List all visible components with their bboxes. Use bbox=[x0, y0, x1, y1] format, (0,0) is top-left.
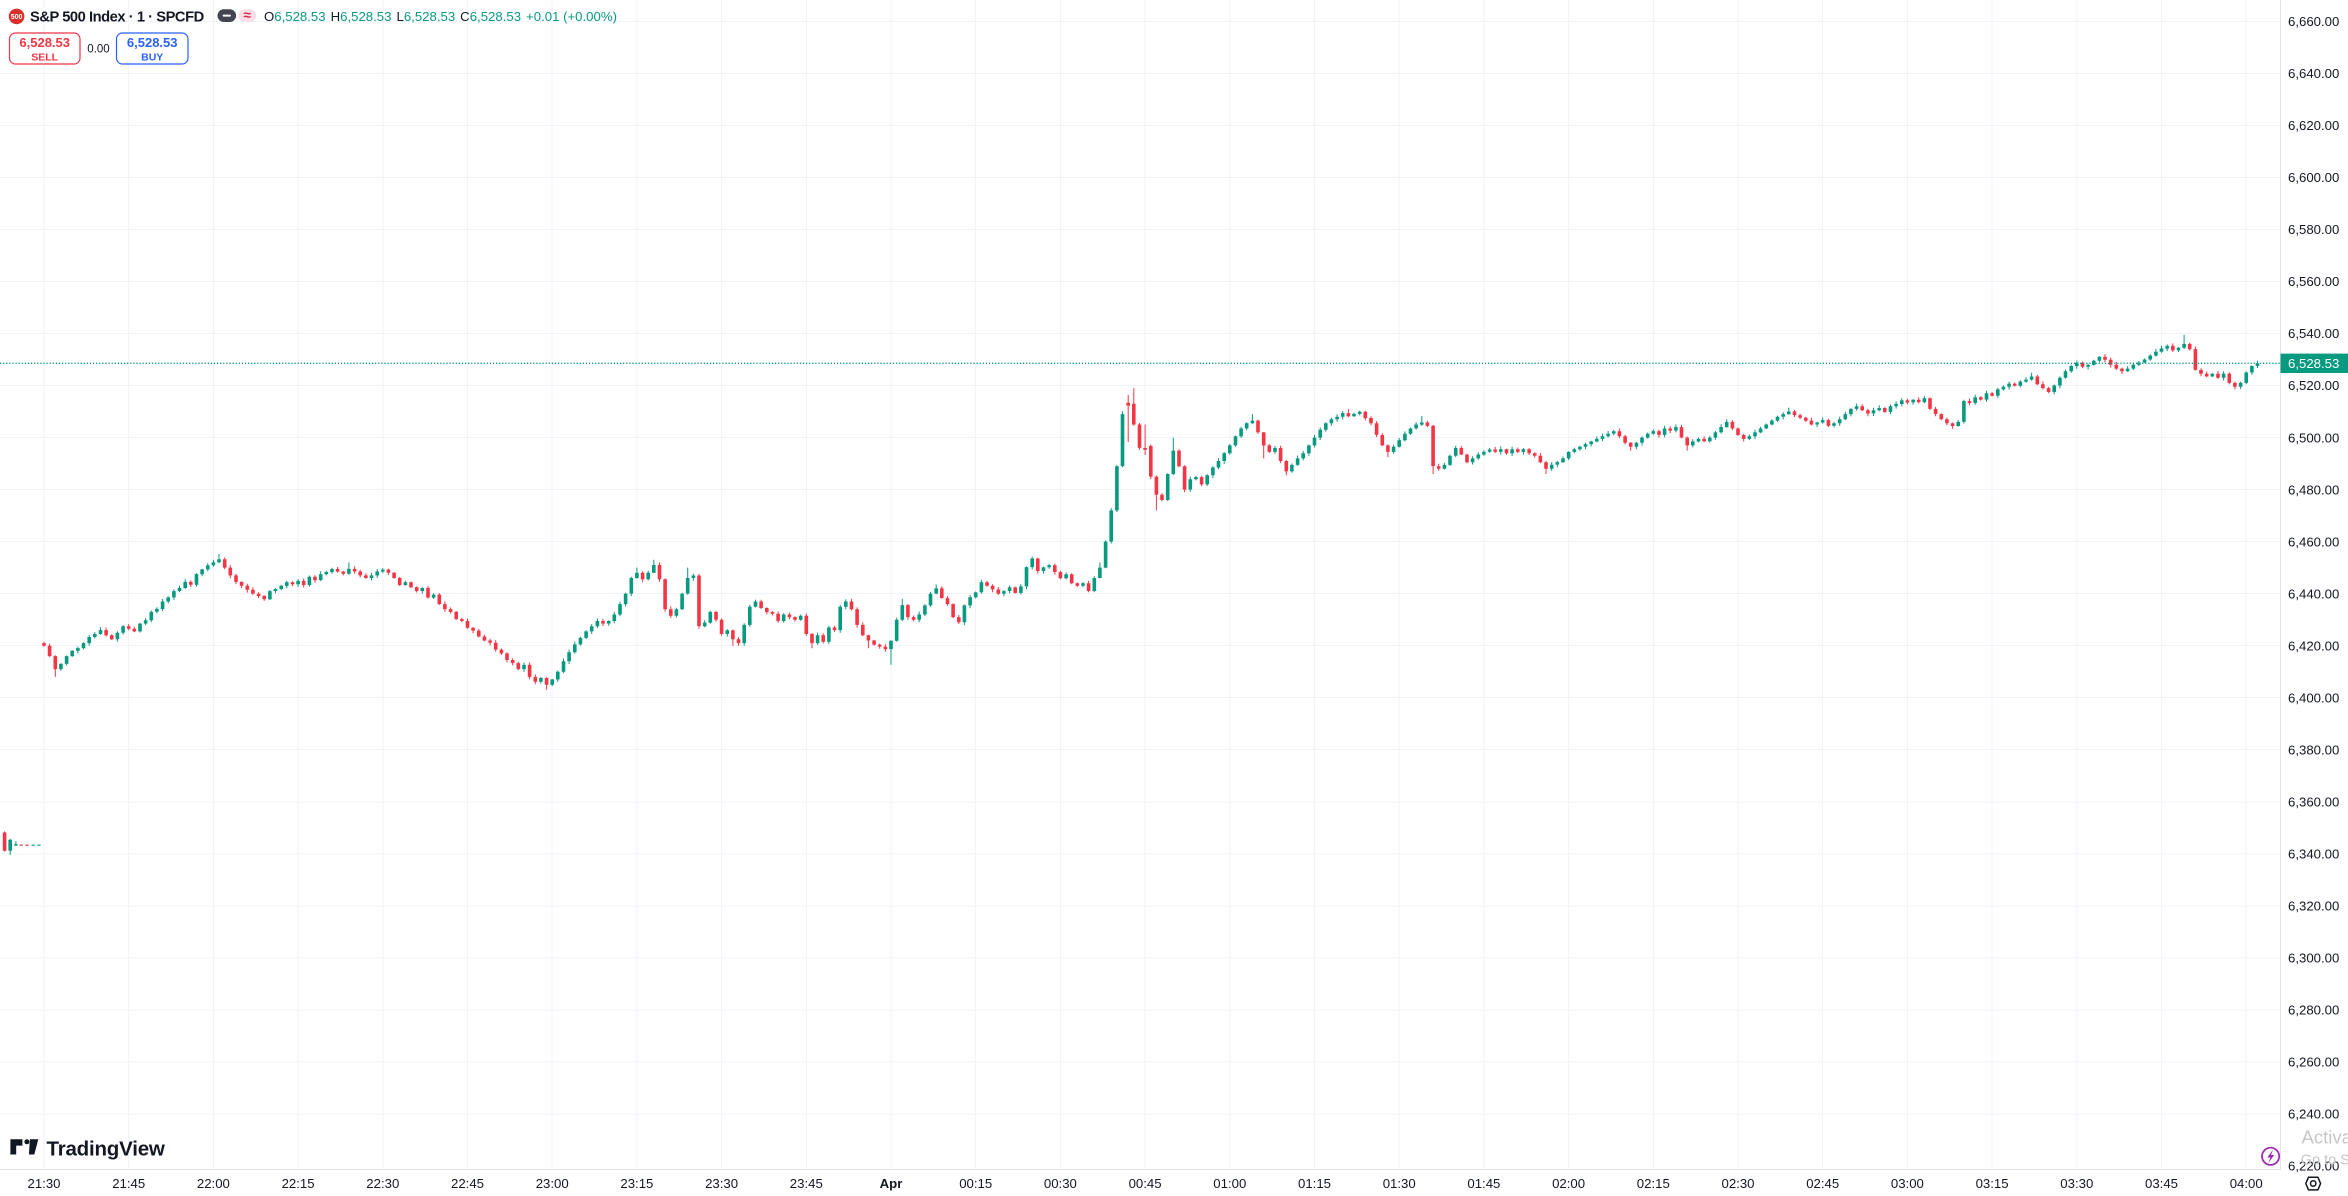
svg-text:6,580.00: 6,580.00 bbox=[2288, 222, 2339, 237]
svg-text:6,528.53: 6,528.53 bbox=[2288, 356, 2339, 371]
svg-text:6,220.00: 6,220.00 bbox=[2288, 1159, 2339, 1174]
svg-text:6,528.53: 6,528.53 bbox=[19, 35, 70, 50]
svg-text:6,460.00: 6,460.00 bbox=[2288, 534, 2339, 549]
svg-text:500: 500 bbox=[11, 14, 23, 21]
svg-text:02:15: 02:15 bbox=[1637, 1176, 1670, 1191]
svg-text:00:30: 00:30 bbox=[1044, 1176, 1077, 1191]
svg-text:21:45: 21:45 bbox=[112, 1176, 145, 1191]
svg-text:23:30: 23:30 bbox=[705, 1176, 738, 1191]
svg-text:00:15: 00:15 bbox=[959, 1176, 992, 1191]
svg-text:01:00: 01:00 bbox=[1213, 1176, 1246, 1191]
svg-text:6,560.00: 6,560.00 bbox=[2288, 274, 2339, 289]
svg-text:6,540.00: 6,540.00 bbox=[2288, 326, 2339, 341]
svg-text:0.00: 0.00 bbox=[87, 44, 109, 56]
svg-text:6,520.00: 6,520.00 bbox=[2288, 378, 2339, 393]
svg-text:6,640.00: 6,640.00 bbox=[2288, 66, 2339, 81]
svg-text:BUY: BUY bbox=[141, 52, 163, 64]
svg-text:6,400.00: 6,400.00 bbox=[2288, 690, 2339, 705]
svg-text:23:00: 23:00 bbox=[536, 1176, 569, 1191]
svg-text:6,360.00: 6,360.00 bbox=[2288, 795, 2339, 810]
svg-text:03:30: 03:30 bbox=[2060, 1176, 2093, 1191]
svg-text:6,340.00: 6,340.00 bbox=[2288, 847, 2339, 862]
svg-text:22:30: 22:30 bbox=[366, 1176, 399, 1191]
svg-text:S&P 500 Index · 1 · SPCFD: S&P 500 Index · 1 · SPCFD bbox=[30, 10, 204, 26]
svg-text:6,420.00: 6,420.00 bbox=[2288, 638, 2339, 653]
svg-text:03:00: 03:00 bbox=[1891, 1176, 1924, 1191]
svg-text:SELL: SELL bbox=[31, 52, 58, 64]
svg-text:02:00: 02:00 bbox=[1552, 1176, 1585, 1191]
svg-text:6,380.00: 6,380.00 bbox=[2288, 742, 2339, 757]
svg-text:01:45: 01:45 bbox=[1467, 1176, 1500, 1191]
svg-text:6,320.00: 6,320.00 bbox=[2288, 899, 2339, 914]
svg-text:≈: ≈ bbox=[244, 8, 252, 23]
svg-text:6,660.00: 6,660.00 bbox=[2288, 14, 2339, 29]
svg-text:00:45: 00:45 bbox=[1129, 1176, 1162, 1191]
svg-text:6,300.00: 6,300.00 bbox=[2288, 951, 2339, 966]
svg-text:Activate Windows: Activate Windows bbox=[2302, 1127, 2348, 1148]
svg-text:6,480.00: 6,480.00 bbox=[2288, 482, 2339, 497]
svg-text:6,260.00: 6,260.00 bbox=[2288, 1055, 2339, 1070]
svg-text:04:00: 04:00 bbox=[2230, 1176, 2263, 1191]
svg-text:6,440.00: 6,440.00 bbox=[2288, 586, 2339, 601]
svg-text:6,500.00: 6,500.00 bbox=[2288, 430, 2339, 445]
svg-text:TradingView: TradingView bbox=[47, 1138, 165, 1161]
svg-text:Apr: Apr bbox=[880, 1176, 903, 1191]
svg-text:23:15: 23:15 bbox=[620, 1176, 653, 1191]
svg-text:6,528.53: 6,528.53 bbox=[127, 35, 178, 50]
svg-text:23:45: 23:45 bbox=[790, 1176, 823, 1191]
svg-text:6,600.00: 6,600.00 bbox=[2288, 170, 2339, 185]
svg-text:6,240.00: 6,240.00 bbox=[2288, 1107, 2339, 1122]
svg-text:03:15: 03:15 bbox=[1976, 1176, 2009, 1191]
svg-text:02:45: 02:45 bbox=[1806, 1176, 1839, 1191]
svg-text:6,280.00: 6,280.00 bbox=[2288, 1003, 2339, 1018]
svg-text:22:45: 22:45 bbox=[451, 1176, 484, 1191]
svg-text:22:15: 22:15 bbox=[282, 1176, 315, 1191]
svg-text:02:30: 02:30 bbox=[1721, 1176, 1754, 1191]
svg-text:Go to Settings to activate: Go to Settings to activate bbox=[2301, 1153, 2348, 1169]
svg-text:6,620.00: 6,620.00 bbox=[2288, 118, 2339, 133]
svg-text:01:15: 01:15 bbox=[1298, 1176, 1331, 1191]
svg-text:03:45: 03:45 bbox=[2145, 1176, 2178, 1191]
svg-text:22:00: 22:00 bbox=[197, 1176, 230, 1191]
svg-text:21:30: 21:30 bbox=[27, 1176, 60, 1191]
svg-text:01:30: 01:30 bbox=[1383, 1176, 1416, 1191]
